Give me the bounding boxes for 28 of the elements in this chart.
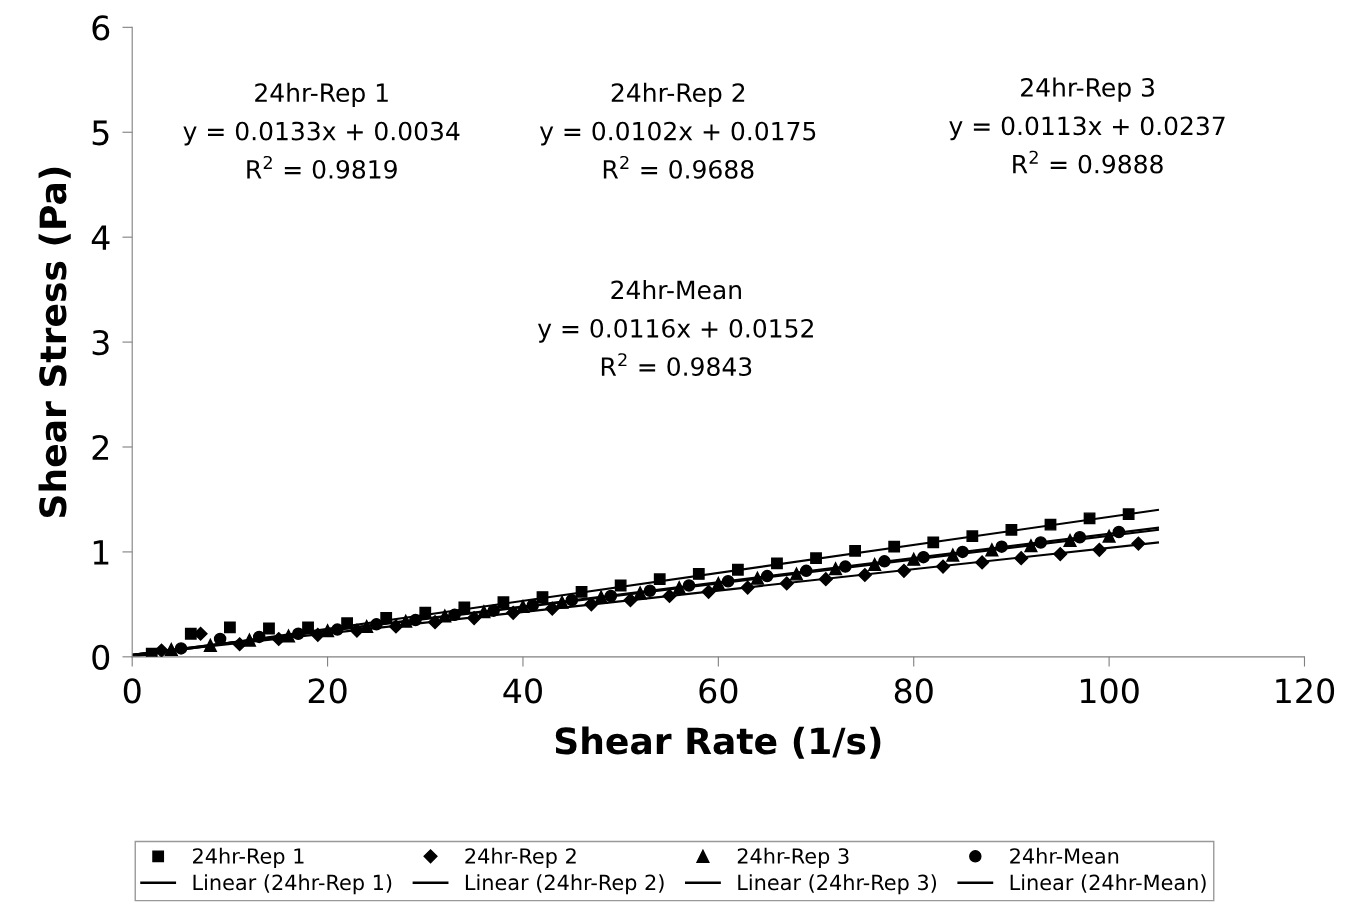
x-tick-label: 60 [699, 678, 738, 704]
legend-label: Linear (24hr-Rep 2) [465, 874, 664, 895]
x-tick-label: 80 [894, 678, 933, 704]
legend-label: 24hr-Rep 3 [737, 847, 849, 868]
legend-label: Linear (24hr-Rep 1) [193, 874, 392, 895]
legend-label: 24hr-Rep 2 [465, 847, 576, 868]
legend-label: 24hr-Rep 1 [193, 847, 304, 868]
y-tick-label: 2 [92, 434, 109, 460]
legend-label: Linear (24hr-Mean) [1010, 874, 1206, 893]
y-tick-label: 1 [93, 540, 109, 565]
annotation: 24hr-Rep 1 y = 0.0133x + 0.0034 R$^{2}$ = 0.9819 [183, 82, 460, 179]
x-axis-title: Shear Rate (1/s) [555, 726, 881, 759]
annotation: 24hr-Mean y = 0.0116x + 0.0152 R$^{2}$ = 0.9843 [537, 280, 813, 377]
y-tick-label: 0 [92, 644, 110, 670]
x-tick-label: 20 [308, 678, 347, 704]
y-tick-label: 3 [92, 330, 109, 356]
legend-label: Linear (24hr-Rep 3) [738, 874, 937, 895]
annotation: 24hr-Rep 3 y = 0.0113x + 0.0237 R$^{2}$ = 0.9888 [949, 77, 1225, 174]
y-axis-title: Shear Stress (Pa) [38, 167, 71, 517]
annotation: 24hr-Rep 2 y = 0.0102x + 0.0175 R$^{2}$ = 0.9688 [539, 82, 816, 179]
y-tick-label: 6 [92, 15, 110, 41]
x-tick-label: 40 [503, 678, 542, 704]
x-tick-label: 0 [123, 678, 141, 704]
legend-label: 24hr-Mean [1010, 847, 1119, 864]
y-tick-label: 4 [91, 225, 110, 250]
x-tick-label: 120 [1276, 678, 1335, 704]
x-tick-label: 100 [1080, 678, 1139, 704]
y-tick-label: 5 [92, 120, 109, 146]
